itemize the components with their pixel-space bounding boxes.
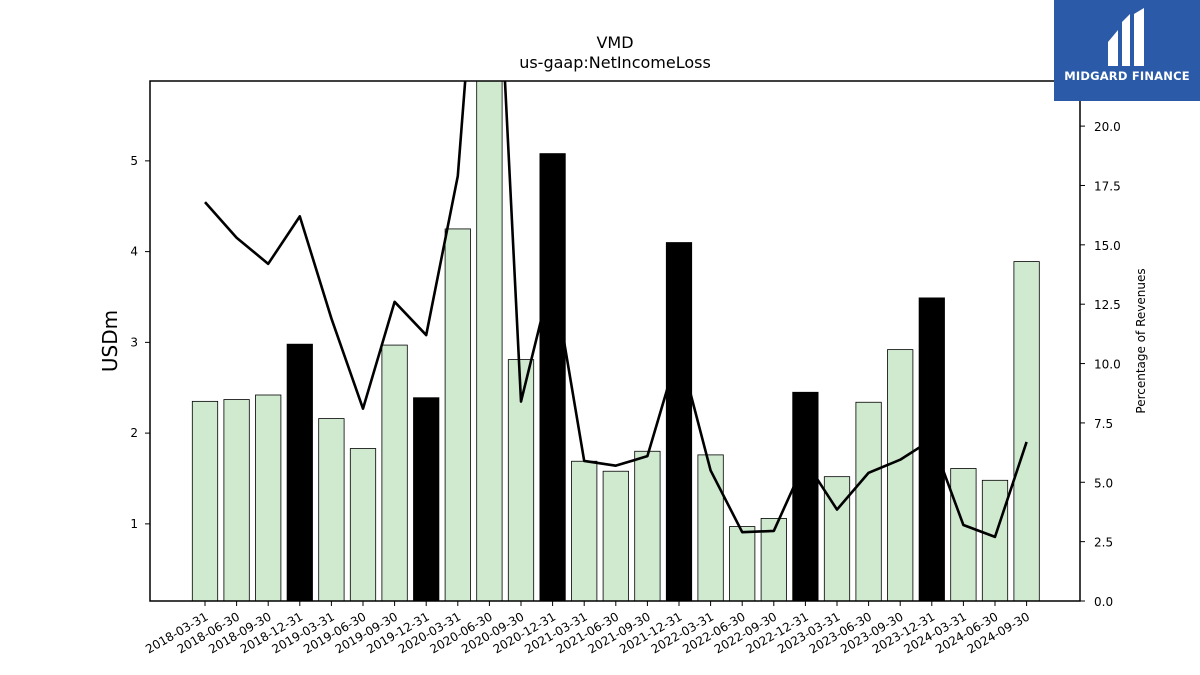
x-axis-ticks: 2018-03-312018-06-302018-09-302018-12-31… bbox=[143, 601, 1032, 656]
bar-2020-12-31 bbox=[539, 153, 566, 602]
y-tick-label: 5 bbox=[130, 154, 138, 168]
bar-2021-03-31 bbox=[571, 460, 598, 602]
bar-2024-03-31 bbox=[950, 468, 977, 602]
bar-2019-12-31 bbox=[413, 397, 440, 602]
bar-2018-12-31 bbox=[286, 343, 313, 602]
chart-title: VMD bbox=[596, 33, 633, 52]
bar-series bbox=[191, 80, 1040, 602]
y2-tick-label: 15.0 bbox=[1094, 239, 1121, 253]
y2-tick-label: 17.5 bbox=[1094, 179, 1121, 193]
bar-2022-06-30 bbox=[729, 526, 756, 602]
y2-tick-label: 7.5 bbox=[1094, 417, 1113, 431]
bar-2023-12-31 bbox=[918, 297, 945, 602]
bar-2020-03-31 bbox=[444, 228, 471, 602]
y2-tick-label: 10.0 bbox=[1094, 358, 1121, 372]
right-axis-ticks: 0.0 2.5 5.0 7.5 10.0 12.5 15.0 17.5 20.0 bbox=[1080, 120, 1121, 609]
percentage-line bbox=[204, 81, 1028, 539]
bar-2024-09-30 bbox=[1013, 261, 1040, 602]
y2-tick-label: 0.0 bbox=[1094, 595, 1113, 609]
left-axis-ticks: 1 2 3 4 5 bbox=[130, 154, 150, 531]
bar-2023-06-30 bbox=[855, 401, 882, 602]
chart-subtitle: us-gaap:NetIncomeLoss bbox=[519, 53, 711, 72]
y-tick-label: 2 bbox=[130, 426, 138, 440]
y2-axis-label: Percentage of Revenues bbox=[1134, 268, 1148, 413]
plot-frame bbox=[149, 80, 1081, 602]
y-axis-label: USDm bbox=[98, 310, 122, 372]
bar-2021-09-30 bbox=[634, 450, 661, 602]
bar-2023-09-30 bbox=[887, 349, 914, 602]
bar-2020-06-30 bbox=[476, 80, 503, 602]
y2-tick-label: 12.5 bbox=[1094, 298, 1121, 312]
bar-2024-06-30 bbox=[981, 479, 1009, 602]
bar-2019-09-30 bbox=[381, 344, 408, 602]
logo-text: MIDGARD FINANCE bbox=[1064, 69, 1190, 83]
bar-2018-09-30 bbox=[255, 394, 282, 602]
y2-tick-label: 20.0 bbox=[1094, 120, 1121, 134]
line-series bbox=[204, 81, 1028, 539]
y-tick-label: 3 bbox=[130, 335, 138, 349]
bar-2018-06-30 bbox=[223, 399, 250, 602]
logo-mark-icon bbox=[1108, 8, 1144, 66]
logo: MIDGARD FINANCE bbox=[1054, 0, 1200, 101]
bar-2018-03-31 bbox=[191, 400, 219, 602]
bar-2021-12-31 bbox=[665, 242, 693, 602]
y-tick-label: 1 bbox=[130, 517, 138, 531]
bar-2019-06-30 bbox=[349, 448, 377, 602]
bar-2022-03-31 bbox=[697, 454, 724, 602]
bar-2021-06-30 bbox=[602, 470, 629, 602]
y2-tick-label: 2.5 bbox=[1094, 536, 1113, 550]
bar-2019-03-31 bbox=[318, 418, 345, 602]
y-tick-label: 4 bbox=[130, 245, 138, 259]
y2-tick-label: 5.0 bbox=[1094, 476, 1113, 490]
bar-2022-12-31 bbox=[792, 391, 819, 602]
